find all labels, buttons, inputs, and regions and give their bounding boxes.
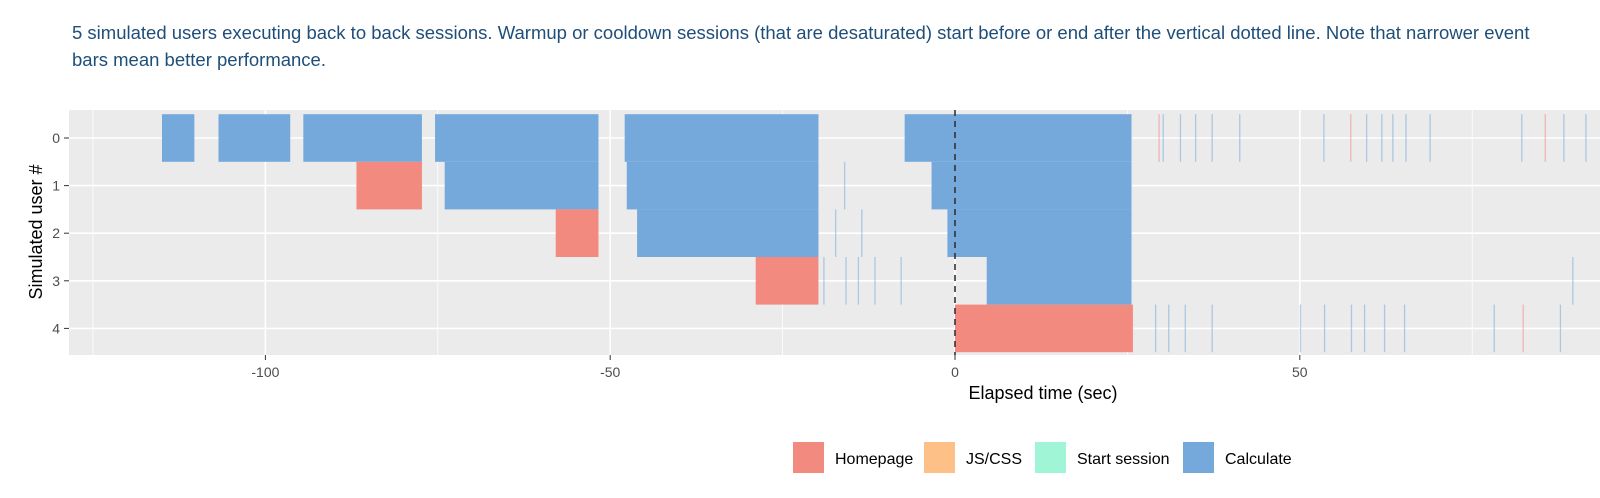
event-tick (1299, 304, 1302, 353)
x-tick-label: 50 (1292, 364, 1308, 380)
event-tick (1323, 114, 1325, 162)
y-tick-label: 4 (52, 320, 60, 336)
event-tick (835, 209, 837, 257)
event-tick (1383, 304, 1386, 353)
event-bar (955, 304, 1133, 353)
event-tick (1366, 114, 1368, 162)
legend: Homepage JS/CSS Start session Calculate (793, 442, 1292, 473)
event-tick (1168, 304, 1170, 353)
event-bar (947, 209, 1132, 257)
x-tick-label: 0 (951, 364, 959, 380)
legend-swatch (924, 442, 955, 473)
legend-swatch (793, 442, 824, 473)
event-tick (1211, 304, 1213, 353)
event-tick (1559, 304, 1562, 353)
event-tick (1350, 114, 1352, 162)
event-bar (904, 114, 1132, 162)
event-tick (1158, 114, 1160, 162)
event-bar (444, 161, 599, 210)
event-tick (1405, 114, 1407, 162)
y-tick-label: 1 (52, 178, 60, 194)
event-tick (1162, 114, 1164, 162)
legend-label: Homepage (835, 451, 913, 468)
legend-label: Start session (1077, 451, 1169, 468)
event-tick (1154, 304, 1157, 353)
event-bar (755, 257, 819, 305)
event-bar (986, 257, 1132, 305)
event-bar (626, 161, 819, 210)
event-tick (843, 161, 846, 210)
event-bar (435, 114, 599, 162)
event-tick (1544, 114, 1546, 162)
y-tick-label: 0 (52, 130, 60, 146)
x-axis-title: Elapsed time (sec) (968, 383, 1117, 403)
event-tick (1522, 304, 1524, 353)
event-tick (1392, 114, 1394, 162)
event-tick (1323, 304, 1326, 353)
event-tick (900, 257, 902, 305)
y-tick-label: 3 (52, 273, 60, 289)
x-tick-label: -100 (251, 364, 279, 380)
event-bar (161, 114, 195, 162)
event-tick (874, 257, 876, 305)
event-bar (637, 209, 819, 257)
event-tick (1493, 304, 1495, 353)
event-bar (555, 209, 599, 257)
event-tick (1429, 114, 1431, 162)
y-axis: 0 1 2 3 4 (52, 130, 69, 336)
y-axis-title: Simulated user # (26, 164, 46, 299)
legend-swatch (1183, 442, 1214, 473)
x-tick-label: -50 (600, 364, 620, 380)
event-tick (1179, 114, 1182, 162)
event-tick (1403, 304, 1406, 353)
event-tick (1585, 114, 1587, 162)
event-tick (845, 257, 847, 305)
legend-swatch (1035, 442, 1066, 473)
event-tick (1239, 114, 1241, 162)
x-axis: -100 -50 0 50 (251, 355, 1308, 380)
event-tick (1363, 304, 1366, 353)
legend-label: JS/CSS (966, 451, 1022, 468)
event-tick (1521, 114, 1523, 162)
event-tick (1350, 304, 1353, 353)
chart-description: 5 simulated users executing back to back… (72, 22, 1530, 70)
event-tick (857, 257, 860, 305)
event-tick (1194, 114, 1197, 162)
event-tick (861, 209, 863, 257)
y-tick-label: 2 (52, 225, 60, 241)
event-tick (1211, 114, 1213, 162)
event-bar (931, 161, 1132, 210)
event-tick (1184, 304, 1186, 353)
event-tick (1563, 114, 1565, 162)
event-bars (161, 114, 1587, 353)
event-bar (356, 161, 422, 210)
event-bar (218, 114, 291, 162)
event-tick (1381, 114, 1383, 162)
event-bar (624, 114, 819, 162)
event-tick (823, 257, 825, 305)
legend-label: Calculate (1225, 451, 1292, 468)
event-tick (1572, 257, 1574, 305)
event-bar (303, 114, 422, 162)
